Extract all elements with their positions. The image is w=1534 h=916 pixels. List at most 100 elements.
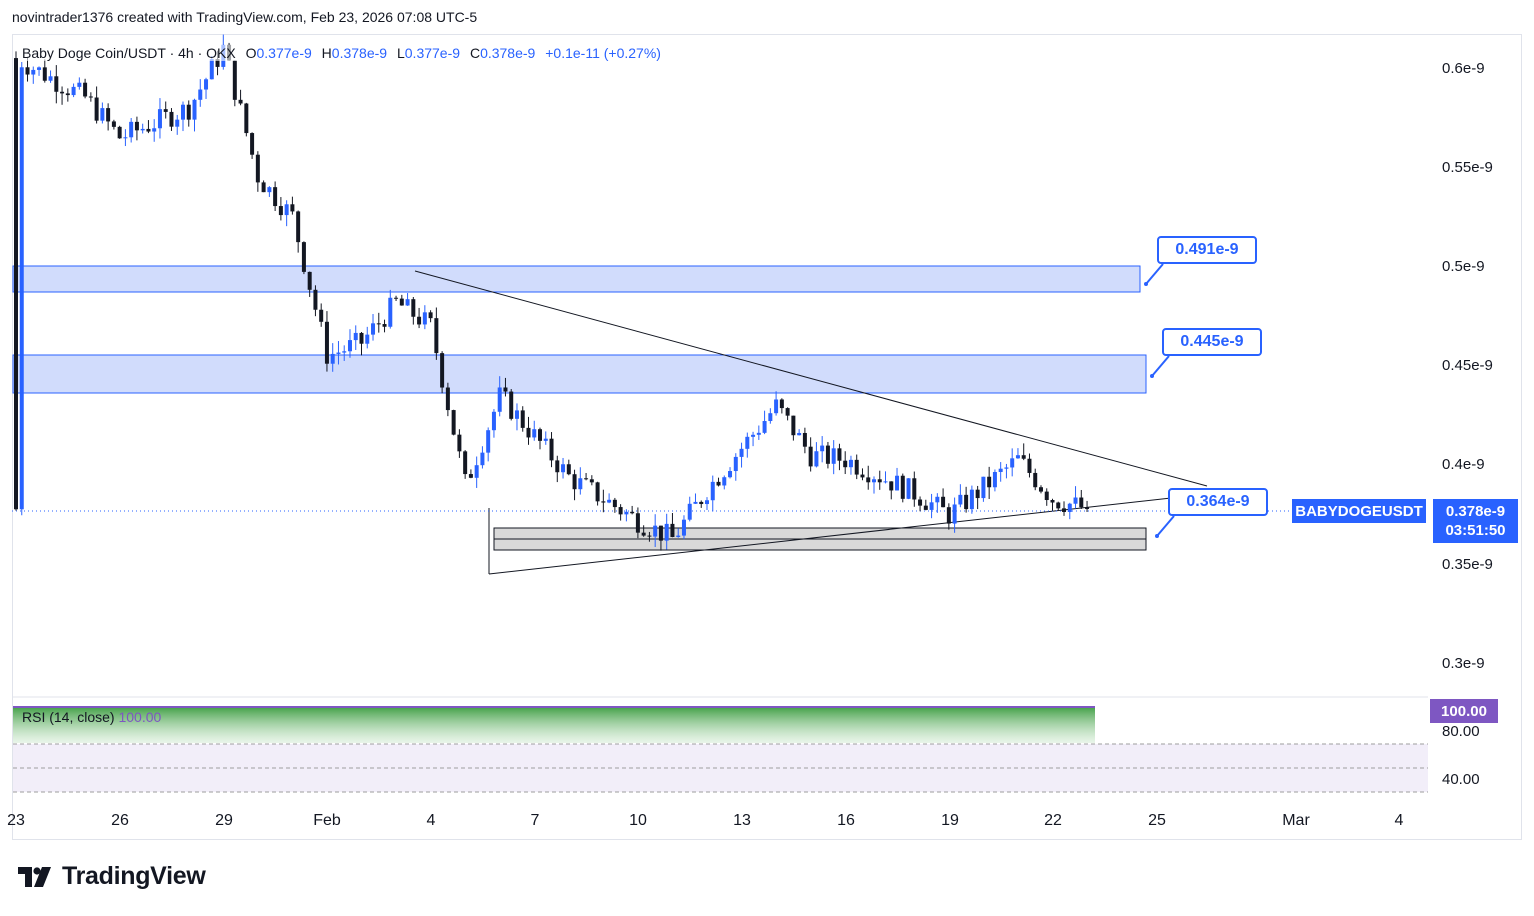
candle-down[interactable] <box>941 496 946 508</box>
candle-up[interactable] <box>514 410 519 419</box>
candle-down[interactable] <box>964 494 969 510</box>
candle-down[interactable] <box>854 459 859 475</box>
candle-down[interactable] <box>1050 500 1055 503</box>
candle-up[interactable] <box>1010 458 1015 468</box>
candle-up[interactable] <box>365 334 370 344</box>
candle-down[interactable] <box>250 133 255 155</box>
candle-up[interactable] <box>774 399 779 414</box>
candle-down[interactable] <box>14 58 18 510</box>
candle-down[interactable] <box>618 507 623 515</box>
candle-down[interactable] <box>146 128 151 132</box>
candle-up[interactable] <box>653 525 658 537</box>
candle-up[interactable] <box>883 481 888 483</box>
candle-down[interactable] <box>255 154 260 183</box>
candle-down[interactable] <box>359 332 364 344</box>
candle-up[interactable] <box>681 519 686 536</box>
candle-up[interactable] <box>797 432 802 436</box>
candle-up[interactable] <box>952 504 957 524</box>
candle-up[interactable] <box>491 411 496 431</box>
candle-down[interactable] <box>163 109 168 112</box>
candle-up[interactable] <box>330 353 335 364</box>
candle-down[interactable] <box>42 67 47 81</box>
candle-up[interactable] <box>871 479 876 483</box>
candle-up[interactable] <box>705 500 709 505</box>
candle-down[interactable] <box>445 387 450 411</box>
candle-up[interactable] <box>992 471 997 488</box>
candle-down[interactable] <box>319 309 324 322</box>
candle-up[interactable] <box>929 502 934 510</box>
candle-down[interactable] <box>117 126 122 139</box>
candle-down[interactable] <box>451 410 456 435</box>
candle-up[interactable] <box>480 452 485 466</box>
candle-down[interactable] <box>918 499 923 506</box>
candle-down[interactable] <box>699 501 704 505</box>
candle-up[interactable] <box>175 119 180 127</box>
resistance-zone-upper[interactable] <box>12 265 1141 293</box>
candle-down[interactable] <box>837 448 842 461</box>
candle-down[interactable] <box>900 475 905 499</box>
candle-down[interactable] <box>825 445 830 464</box>
candle-down[interactable] <box>975 489 980 499</box>
candle-up[interactable] <box>209 59 214 80</box>
candle-down[interactable] <box>382 324 387 327</box>
candle-up[interactable] <box>756 432 761 435</box>
candle-down[interactable] <box>923 505 928 510</box>
candle-down[interactable] <box>526 427 531 438</box>
candle-up[interactable] <box>739 448 744 457</box>
candle-up[interactable] <box>543 438 548 441</box>
candle-down[interactable] <box>457 434 462 452</box>
price-callout-0445[interactable]: 0.445e-9 <box>1162 328 1262 356</box>
candle-down[interactable] <box>1044 491 1049 501</box>
candle-down[interactable] <box>232 60 237 100</box>
candle-up[interactable] <box>192 99 197 120</box>
candle-down[interactable] <box>468 474 473 478</box>
candle-down[interactable] <box>843 460 848 468</box>
candle-up[interactable] <box>129 121 134 138</box>
candle-down[interactable] <box>572 474 577 490</box>
candle-up[interactable] <box>722 477 727 486</box>
candle-down[interactable] <box>215 59 220 67</box>
candle-down[interactable] <box>134 121 139 131</box>
candle-up[interactable] <box>728 471 733 478</box>
candle-up[interactable] <box>486 430 491 453</box>
candle-down[interactable] <box>860 474 865 478</box>
candle-down[interactable] <box>538 429 543 441</box>
candle-down[interactable] <box>584 478 589 480</box>
candle-down[interactable] <box>417 316 422 325</box>
candle-down[interactable] <box>716 481 721 486</box>
candle-down[interactable] <box>244 103 249 134</box>
candle-up[interactable] <box>497 387 502 412</box>
candle-up[interactable] <box>267 187 272 193</box>
price-callout-0364[interactable]: 0.364e-9 <box>1168 488 1268 516</box>
candle-up[interactable] <box>768 413 773 422</box>
candle-up[interactable] <box>37 67 42 70</box>
candle-up[interactable] <box>814 451 819 467</box>
candle-down[interactable] <box>866 477 871 483</box>
candle-down[interactable] <box>238 99 243 104</box>
candle-down[interactable] <box>1033 472 1038 488</box>
candle-up[interactable] <box>405 299 410 306</box>
candle-down[interactable] <box>520 410 525 428</box>
candle-down[interactable] <box>808 446 813 467</box>
candle-down[interactable] <box>946 507 951 524</box>
candle-down[interactable] <box>88 96 93 98</box>
candle-down[interactable] <box>83 82 88 97</box>
candle-down[interactable] <box>912 478 917 500</box>
candle-down[interactable] <box>278 206 283 216</box>
candle-up[interactable] <box>693 501 698 504</box>
candle-down[interactable] <box>440 353 445 388</box>
candle-up[interactable] <box>198 89 203 100</box>
candle-down[interactable] <box>54 76 59 92</box>
candle-down[interactable] <box>635 513 640 533</box>
candle-up[interactable] <box>388 297 393 327</box>
candle-up[interactable] <box>474 465 479 478</box>
candle-up[interactable] <box>831 448 836 464</box>
candle-down[interactable] <box>307 271 312 290</box>
candle-down[interactable] <box>94 97 99 121</box>
candle-down[interactable] <box>1085 507 1090 510</box>
candle-up[interactable] <box>152 128 157 132</box>
price-callout-0491[interactable]: 0.491e-9 <box>1157 236 1257 264</box>
candle-down[interactable] <box>65 93 70 96</box>
candle-down[interactable] <box>261 182 266 193</box>
candle-down[interactable] <box>394 297 399 299</box>
